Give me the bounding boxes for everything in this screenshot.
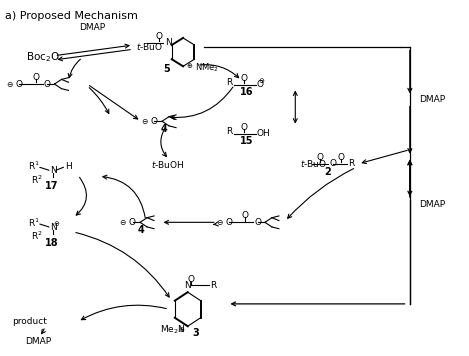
Text: N: N [184,281,191,290]
Text: $t$-BuOH: $t$-BuOH [151,159,185,170]
Text: DMAP: DMAP [419,95,446,104]
Text: O: O [240,123,247,132]
Text: R$^1$: R$^1$ [28,216,39,229]
Text: 15: 15 [240,136,253,146]
Text: R$^2$: R$^2$ [31,173,43,185]
Text: R$^2$: R$^2$ [31,230,43,242]
Text: R: R [210,281,216,289]
Text: 18: 18 [45,237,59,247]
Text: O: O [338,153,345,162]
Text: DMAP: DMAP [419,200,446,209]
Text: N: N [50,166,57,176]
Text: 4: 4 [137,225,144,235]
Text: O: O [155,32,162,41]
Text: O: O [129,218,136,227]
Text: 2: 2 [325,167,332,177]
Text: Me$_2$N: Me$_2$N [160,324,185,336]
Text: $t$-BuO: $t$-BuO [300,158,327,169]
Text: 4: 4 [161,124,168,134]
Text: O: O [241,211,248,220]
Text: O: O [151,117,157,126]
Text: O: O [317,153,324,162]
Text: R: R [226,78,232,88]
Text: DMAP: DMAP [79,23,105,32]
Text: O: O [32,73,39,82]
Text: $\ominus$: $\ominus$ [141,117,149,126]
Text: OH: OH [257,129,271,138]
Text: R: R [226,127,232,136]
Text: O: O [255,218,262,227]
Text: $\ominus$: $\ominus$ [120,218,127,227]
Text: 17: 17 [45,181,59,191]
Text: H: H [65,162,71,171]
Text: product: product [12,317,47,326]
Text: $\ominus$: $\ominus$ [216,218,223,227]
Text: $\ominus$: $\ominus$ [6,79,14,89]
Text: $\oplus$: $\oplus$ [187,61,194,70]
Text: NMe$_2$: NMe$_2$ [195,62,219,74]
Text: O: O [329,159,336,168]
Text: Boc$_2$O: Boc$_2$O [26,51,60,64]
Text: DMAP: DMAP [25,337,51,346]
Text: O: O [44,79,51,89]
Text: O: O [225,218,232,227]
Text: O: O [257,80,264,89]
Text: O: O [188,275,195,284]
Text: O: O [240,74,247,83]
Text: N: N [50,223,57,232]
Text: a) Proposed Mechanism: a) Proposed Mechanism [5,11,138,21]
Text: R$^1$: R$^1$ [28,159,39,172]
Text: $\ominus$: $\ominus$ [53,219,61,228]
Text: N: N [165,38,172,47]
Text: O: O [15,79,23,89]
Text: $t$-BuO: $t$-BuO [136,41,164,52]
Text: 5: 5 [163,64,170,74]
Text: $\ominus$: $\ominus$ [258,76,265,85]
Text: $\oplus$: $\oplus$ [178,325,185,334]
Text: R: R [348,159,355,168]
Text: 16: 16 [240,87,253,97]
Text: 3: 3 [192,328,199,338]
